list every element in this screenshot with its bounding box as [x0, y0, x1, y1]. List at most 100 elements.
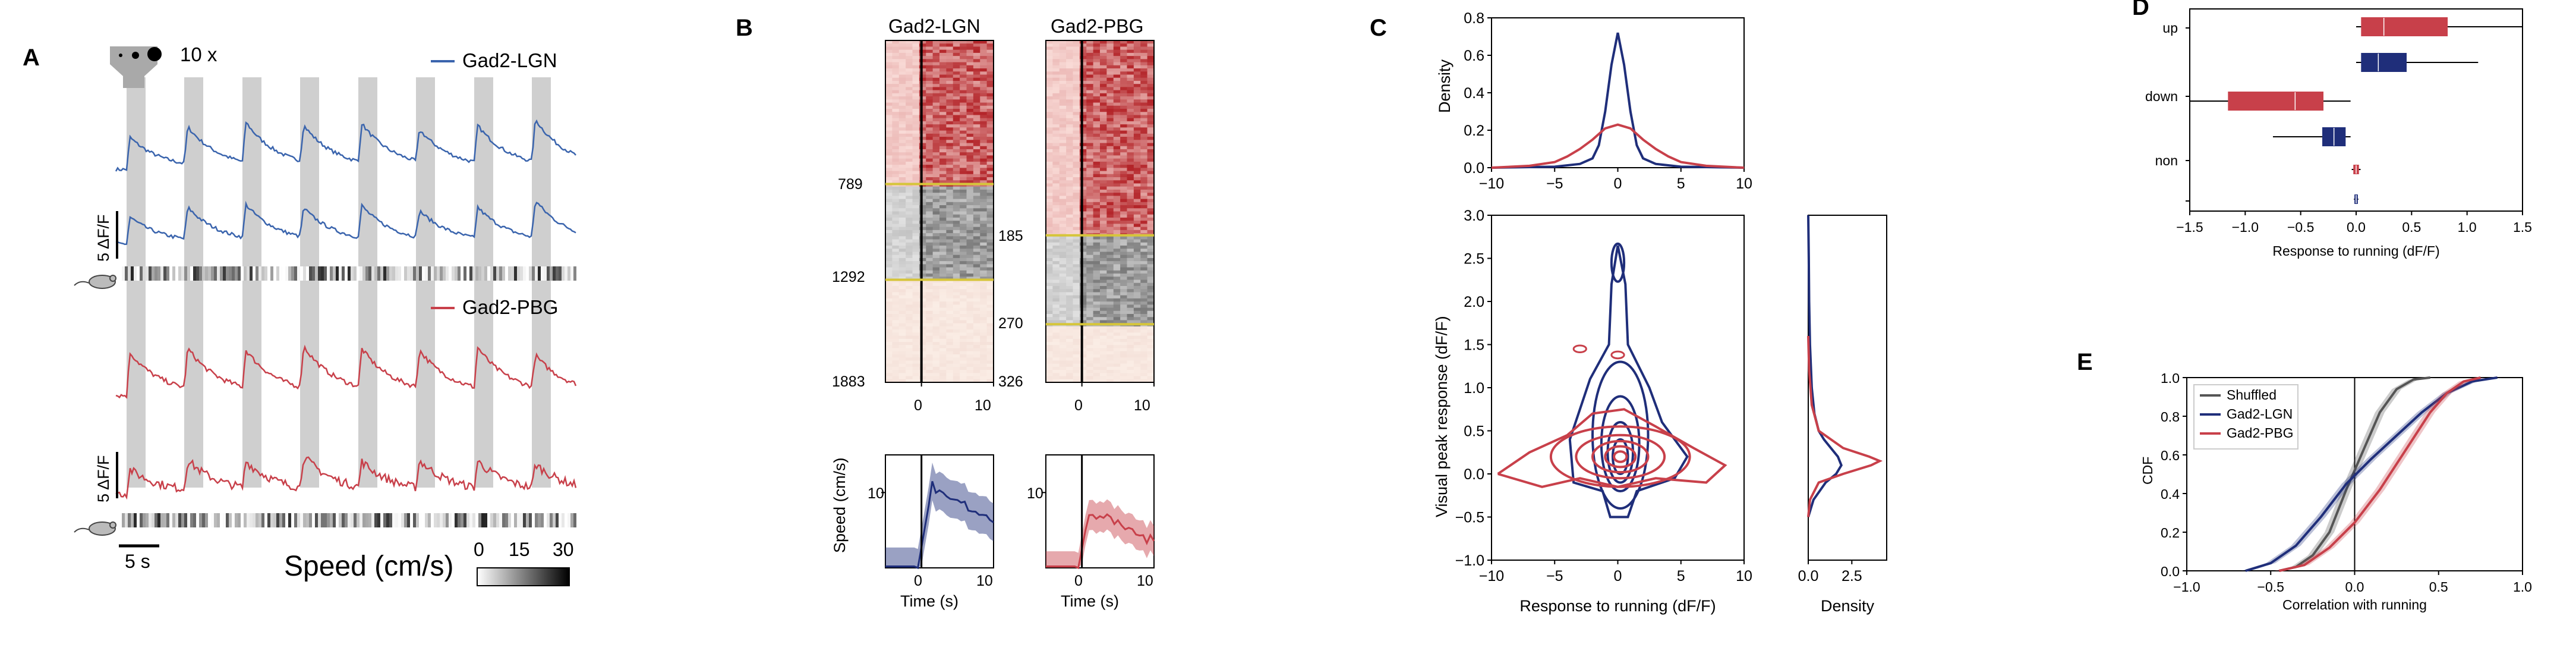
- heatmap-cell: [939, 332, 947, 337]
- heatmap-cell: [946, 49, 954, 54]
- heatmap-cell: [1113, 199, 1121, 203]
- heatmap-cell: [912, 314, 920, 318]
- heatmap-cell: [1147, 183, 1155, 187]
- heatmap-cell: [1113, 71, 1121, 75]
- heatmap-cell: [898, 177, 906, 181]
- heatmap-cell: [906, 152, 913, 156]
- heatmap-cell: [906, 304, 913, 309]
- heatmap-cell: [986, 276, 994, 280]
- speed-strip-cell: [544, 513, 547, 527]
- heatmap-cell: [912, 56, 920, 59]
- speed-strip-cell: [469, 266, 472, 281]
- heatmap-cell: [953, 56, 960, 59]
- heatmap-cell: [973, 274, 980, 277]
- density-curve: [1491, 32, 1745, 169]
- heatmap-cell: [1059, 74, 1067, 78]
- heatmap-cell: [1100, 366, 1107, 370]
- heatmap-cell: [1059, 317, 1067, 320]
- heatmap-cell: [1100, 174, 1107, 178]
- heatmap-cell: [1147, 292, 1155, 296]
- heatmap-cell: [1127, 183, 1134, 187]
- heatmap-cell: [939, 211, 947, 215]
- heatmap-cell: [906, 99, 913, 103]
- heatmap-cell: [1052, 174, 1060, 178]
- heatmap-cell: [986, 230, 994, 234]
- heatmap-cell: [953, 304, 960, 309]
- heatmap-cell: [1079, 292, 1087, 296]
- heatmap-cell: [1079, 74, 1087, 78]
- speed-strip-cell: [481, 266, 484, 281]
- heatmap-cell: [946, 217, 954, 221]
- heatmap-cell: [939, 127, 947, 131]
- heatmap-cell: [960, 357, 967, 361]
- heatmap-cell: [1093, 292, 1101, 296]
- speed-strip-cell: [321, 513, 324, 527]
- heatmap-cell: [1113, 274, 1121, 277]
- heatmap-cell: [919, 133, 926, 137]
- heatmap-cell: [932, 208, 940, 212]
- speed-strip-cell: [131, 266, 134, 281]
- y-tick-label: 0.4: [2161, 486, 2180, 502]
- heatmap-cell: [1133, 109, 1141, 112]
- category-label: down: [2145, 89, 2178, 104]
- heatmap-cell: [1140, 236, 1148, 240]
- heatmap-cell: [1073, 165, 1080, 168]
- heatmap-cell: [966, 348, 974, 352]
- heatmap-cell: [1127, 130, 1134, 134]
- heatmap-cell: [919, 189, 926, 193]
- heatmap-cell: [898, 105, 906, 109]
- density-contour: [1575, 433, 1666, 480]
- heatmap-cell: [1133, 221, 1141, 224]
- heatmap-cell: [932, 40, 940, 44]
- heatmap-cell: [960, 298, 967, 302]
- heatmap-cell: [1106, 68, 1114, 72]
- heatmap-cell: [986, 186, 994, 190]
- heatmap-cell: [892, 363, 900, 367]
- heatmap-cell: [919, 310, 926, 315]
- heatmap-cell: [1046, 249, 1053, 252]
- dff-trace: [115, 456, 577, 500]
- heatmap-cell: [1079, 87, 1087, 91]
- heatmap-cell: [946, 115, 954, 119]
- heatmap-cell: [932, 239, 940, 243]
- heatmap-cell: [946, 155, 954, 159]
- heatmap-cell: [1059, 165, 1067, 168]
- heatmap-cell: [1127, 370, 1134, 373]
- heatmap-cell: [1093, 121, 1101, 125]
- heatmap-cell: [986, 80, 994, 84]
- heatmap-cell: [1100, 112, 1107, 115]
- heatmap-cell: [1059, 363, 1067, 367]
- heatmap-cell: [1059, 351, 1067, 355]
- heatmap-cell: [1066, 59, 1073, 63]
- heatmap-cell: [1073, 93, 1080, 97]
- heatmap-cell: [892, 180, 900, 184]
- speed-strip-cell: [354, 513, 357, 527]
- heatmap-cell: [1073, 102, 1080, 106]
- heatmap-cell: [1113, 186, 1121, 190]
- heatmap-cell: [926, 298, 934, 302]
- heatmap-cell: [1133, 270, 1141, 274]
- heatmap-cell: [1059, 342, 1067, 345]
- heatmap-cell: [1093, 335, 1101, 340]
- speed-strip-cell: [511, 266, 514, 281]
- heatmap-cell: [1140, 332, 1148, 337]
- heatmap-cell: [926, 155, 934, 159]
- heatmap-cell: [912, 180, 920, 184]
- heatmap-cell: [906, 80, 913, 84]
- speed-mean-line: [885, 481, 994, 570]
- heatmap-cell: [1052, 329, 1060, 333]
- heatmap-cell: [926, 112, 934, 115]
- heatmap-cell: [898, 363, 906, 367]
- heatmap-cell: [1059, 205, 1067, 209]
- speed-strip-cell: [250, 513, 253, 527]
- heatmap-cell: [946, 335, 954, 340]
- heatmap-cell: [1127, 180, 1134, 184]
- heatmap-cell: [1086, 158, 1094, 162]
- heatmap-cell: [1052, 335, 1060, 340]
- heatmap-cell: [1106, 112, 1114, 115]
- heatmap-cell: [1052, 242, 1060, 246]
- speed-strip-cell: [152, 266, 155, 281]
- heatmap-cell: [885, 227, 893, 231]
- heatmap-cell: [960, 342, 967, 345]
- heatmap-cell: [912, 249, 920, 252]
